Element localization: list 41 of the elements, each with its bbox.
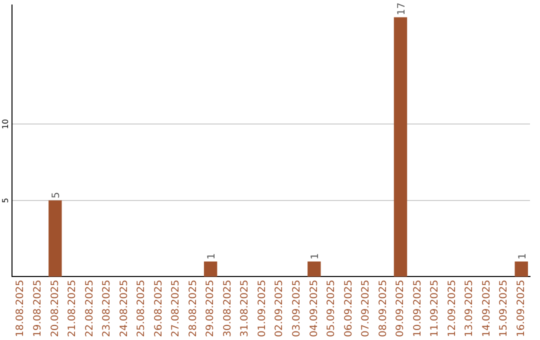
x-tick-label: 07.09.2025 — [360, 280, 372, 338]
x-tick-label: 29.08.2025 — [205, 280, 216, 338]
x-tick-label: 03.09.2025 — [291, 280, 302, 338]
x-tick-label: 14.09.2025 — [481, 280, 492, 338]
x-tick-label: 09.09.2025 — [395, 280, 406, 338]
x-tick-label: 26.08.2025 — [153, 280, 164, 338]
bar — [308, 261, 321, 277]
x-tick-label: 15.09.2025 — [498, 280, 510, 338]
x-tick-label: 11.09.2025 — [430, 280, 441, 338]
x-tick-label: 13.09.2025 — [464, 280, 476, 338]
x-tick-label: 06.09.2025 — [343, 280, 354, 338]
bar — [394, 17, 408, 277]
data-label: 1 — [310, 253, 322, 260]
x-tick-label: 23.08.2025 — [102, 280, 113, 338]
x-tick-label: 08.09.2025 — [378, 280, 389, 338]
x-tick-label: 28.08.2025 — [188, 280, 199, 338]
data-label: 1 — [206, 253, 218, 260]
x-tick-label: 21.08.2025 — [67, 280, 78, 338]
x-tick-label: 22.08.2025 — [84, 280, 96, 338]
x-tick-label: 12.09.2025 — [446, 280, 458, 338]
x-tick-label: 05.09.2025 — [326, 280, 338, 338]
bar — [514, 261, 528, 277]
data-label: 5 — [51, 192, 62, 198]
x-tick-label: 10.09.2025 — [412, 280, 424, 338]
x-tick-label: 02.09.2025 — [274, 280, 286, 338]
data-label: 1 — [517, 253, 528, 260]
x-tick-label: 30.08.2025 — [222, 280, 234, 338]
x-tick-label: 18.08.2025 — [15, 280, 26, 338]
bar — [48, 200, 62, 277]
y-tick-label: 10 — [1, 118, 10, 130]
x-tick-label: 01.09.2025 — [256, 280, 268, 338]
x-tick-label: 16.09.2025 — [516, 280, 527, 338]
data-label: 17 — [396, 2, 408, 16]
x-tick-label: 27.08.2025 — [170, 280, 182, 338]
bar — [204, 261, 218, 277]
x-tick-label: 25.08.2025 — [136, 280, 148, 338]
x-tick-label: 20.08.2025 — [50, 280, 61, 338]
x-tick-label: 31.08.2025 — [240, 280, 251, 338]
x-tick-label: 19.08.2025 — [32, 280, 44, 338]
x-tick-label: 04.09.2025 — [308, 280, 320, 338]
x-tick-label: 24.08.2025 — [118, 280, 130, 338]
